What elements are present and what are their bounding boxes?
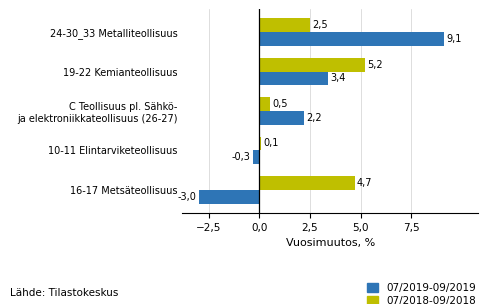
Text: 5,2: 5,2 [367,60,383,70]
Bar [199,190,259,204]
Text: 2,5: 2,5 [313,20,328,30]
Bar [259,32,444,46]
Bar [259,18,310,32]
Text: Lähde: Tilastokeskus: Lähde: Tilastokeskus [10,288,118,298]
Bar [259,71,328,85]
Text: -3,0: -3,0 [177,192,196,202]
Bar [259,111,304,125]
Legend: 07/2019-09/2019, 07/2018-09/2018: 07/2019-09/2019, 07/2018-09/2018 [367,283,476,304]
Text: 2,2: 2,2 [307,113,322,123]
Bar [259,97,270,111]
Text: 3,4: 3,4 [331,74,346,84]
Bar [259,136,261,150]
Bar [259,58,365,71]
Text: 9,1: 9,1 [446,34,461,44]
X-axis label: Vuosimuutos, %: Vuosimuutos, % [285,238,375,248]
Text: -0,3: -0,3 [232,152,251,162]
Text: 0,5: 0,5 [272,99,287,109]
Text: 4,7: 4,7 [357,178,373,188]
Text: 0,1: 0,1 [264,138,279,148]
Bar [259,176,354,190]
Bar [253,150,259,164]
